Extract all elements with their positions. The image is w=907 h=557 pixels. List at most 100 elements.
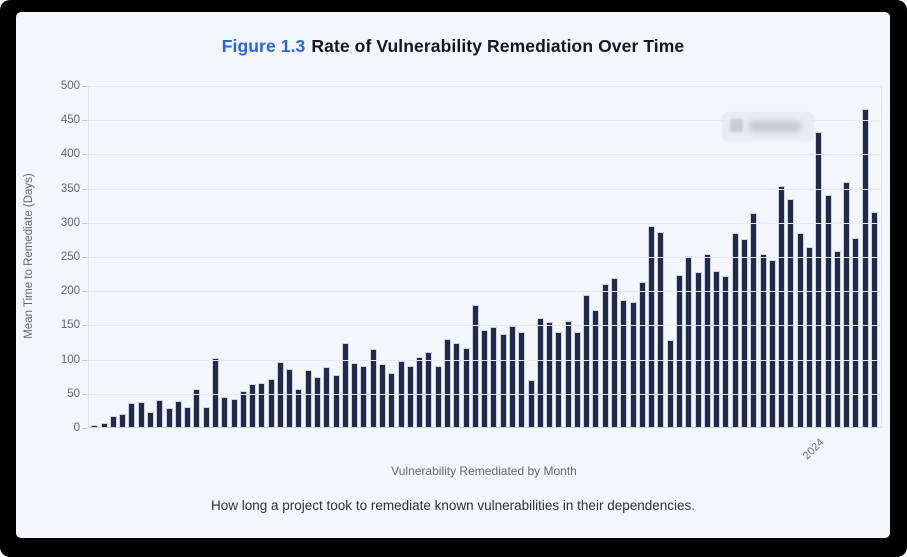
y-tick-mark bbox=[82, 359, 87, 361]
gridline bbox=[89, 120, 881, 122]
bar[interactable] bbox=[258, 382, 266, 428]
bar[interactable] bbox=[379, 363, 386, 428]
bar[interactable] bbox=[518, 332, 526, 428]
y-tick-label: 0 bbox=[73, 422, 80, 434]
bar[interactable] bbox=[713, 270, 721, 428]
bar[interactable] bbox=[137, 402, 145, 428]
x-axis-line bbox=[89, 427, 881, 428]
bar[interactable] bbox=[146, 412, 154, 428]
bar[interactable] bbox=[722, 276, 730, 428]
bar[interactable] bbox=[611, 278, 619, 428]
bar[interactable] bbox=[796, 233, 804, 428]
bar[interactable] bbox=[443, 339, 451, 428]
bar[interactable] bbox=[629, 302, 637, 428]
bar[interactable] bbox=[527, 380, 535, 428]
bar[interactable] bbox=[815, 131, 823, 428]
bar[interactable] bbox=[490, 326, 498, 428]
bar[interactable] bbox=[573, 332, 581, 428]
bar[interactable] bbox=[314, 377, 322, 428]
bar[interactable] bbox=[694, 272, 702, 428]
bar[interactable] bbox=[221, 396, 229, 428]
bar[interactable] bbox=[341, 343, 349, 428]
bar-chart: Mean Time to Remediate (Days) 2024 Vulne… bbox=[16, 12, 890, 538]
bar[interactable] bbox=[740, 238, 748, 428]
bar[interactable] bbox=[156, 399, 164, 428]
bar[interactable] bbox=[583, 295, 591, 428]
bar[interactable] bbox=[276, 362, 284, 428]
bar[interactable] bbox=[805, 246, 813, 428]
figure-caption: How long a project took to remediate kno… bbox=[210, 498, 696, 513]
bar[interactable] bbox=[369, 349, 377, 428]
bar[interactable] bbox=[425, 352, 433, 428]
bar[interactable] bbox=[676, 274, 683, 428]
bar[interactable] bbox=[471, 304, 479, 428]
bar[interactable] bbox=[592, 309, 600, 428]
bar[interactable] bbox=[434, 366, 442, 428]
bar[interactable] bbox=[555, 332, 563, 428]
bar[interactable] bbox=[295, 389, 303, 428]
bar[interactable] bbox=[416, 356, 424, 428]
bar[interactable] bbox=[351, 363, 359, 428]
bar[interactable] bbox=[843, 182, 851, 428]
bar[interactable] bbox=[508, 326, 516, 428]
bar[interactable] bbox=[787, 198, 795, 428]
bar[interactable] bbox=[406, 366, 414, 428]
bar[interactable] bbox=[833, 250, 841, 428]
bar[interactable] bbox=[685, 256, 693, 428]
bar[interactable] bbox=[499, 334, 507, 428]
bar[interactable] bbox=[174, 401, 182, 428]
bar[interactable] bbox=[202, 406, 210, 428]
y-tick-mark bbox=[82, 257, 87, 258]
bar[interactable] bbox=[481, 330, 489, 428]
gridline bbox=[89, 222, 881, 224]
bar[interactable] bbox=[731, 233, 739, 428]
bar[interactable] bbox=[536, 317, 544, 428]
gridline bbox=[89, 359, 881, 361]
y-tick-mark bbox=[82, 291, 87, 293]
bar[interactable] bbox=[211, 357, 219, 428]
y-tick-label: 250 bbox=[60, 251, 80, 263]
bar[interactable] bbox=[249, 384, 257, 428]
bar[interactable] bbox=[332, 375, 340, 428]
bar[interactable] bbox=[462, 347, 470, 428]
bar[interactable] bbox=[230, 399, 238, 428]
bar[interactable] bbox=[193, 389, 201, 428]
bar[interactable] bbox=[824, 194, 832, 428]
bar[interactable] bbox=[759, 253, 767, 428]
bar[interactable] bbox=[360, 366, 368, 428]
bar[interactable] bbox=[388, 372, 396, 428]
bar[interactable] bbox=[184, 406, 192, 428]
y-tick-mark bbox=[82, 222, 87, 224]
bar[interactable] bbox=[267, 379, 275, 428]
bar[interactable] bbox=[304, 369, 312, 428]
bar[interactable] bbox=[165, 408, 173, 428]
bar[interactable] bbox=[119, 413, 127, 428]
bar[interactable] bbox=[91, 425, 99, 428]
bar[interactable] bbox=[750, 212, 758, 428]
bar[interactable] bbox=[453, 343, 461, 428]
bar[interactable] bbox=[648, 226, 656, 428]
bar[interactable] bbox=[861, 108, 869, 428]
bar[interactable] bbox=[564, 320, 572, 428]
y-tick-label: 150 bbox=[60, 319, 80, 332]
bar[interactable] bbox=[323, 367, 331, 428]
bar[interactable] bbox=[870, 211, 878, 428]
bar[interactable] bbox=[638, 281, 646, 428]
bar[interactable] bbox=[601, 283, 609, 428]
x-tick-label-2024: 2024 bbox=[800, 436, 827, 463]
bar[interactable] bbox=[657, 231, 665, 428]
bar[interactable] bbox=[100, 422, 108, 428]
bar[interactable] bbox=[620, 300, 628, 428]
bar[interactable] bbox=[546, 321, 554, 428]
bar[interactable] bbox=[703, 253, 711, 428]
bar[interactable] bbox=[852, 237, 860, 428]
bars-container bbox=[89, 86, 881, 428]
bar[interactable] bbox=[109, 416, 117, 428]
bar[interactable] bbox=[666, 340, 674, 428]
bar[interactable] bbox=[768, 260, 776, 428]
bar[interactable] bbox=[286, 369, 294, 428]
y-tick-mark bbox=[82, 120, 87, 122]
bar[interactable] bbox=[128, 403, 136, 428]
bar[interactable] bbox=[239, 391, 247, 428]
bar[interactable] bbox=[778, 185, 786, 428]
